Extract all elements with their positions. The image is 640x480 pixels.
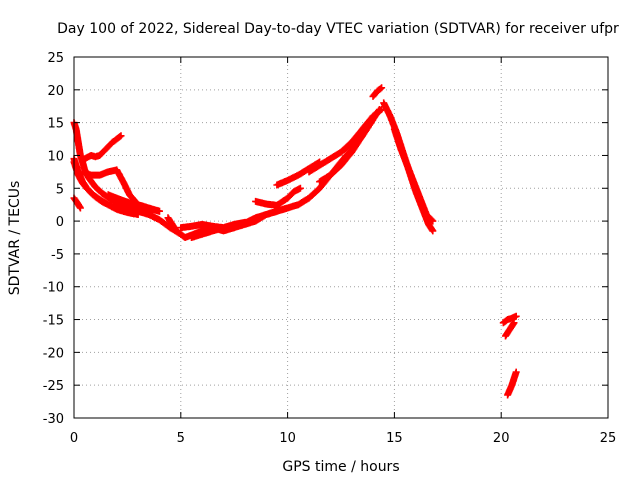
series-arc-19 xyxy=(502,319,518,340)
y-tick-label: -20 xyxy=(43,346,64,361)
series-markers xyxy=(499,312,520,327)
series-arc-12 xyxy=(273,158,324,189)
plot-border xyxy=(73,56,609,419)
x-tick-label: 15 xyxy=(386,431,403,446)
series-arc-17 xyxy=(390,125,437,225)
series-markers xyxy=(390,125,437,225)
series-markers xyxy=(252,184,304,209)
y-tick-label: 20 xyxy=(47,84,64,99)
chart-title: Day 100 of 2022, Sidereal Day-to-day VTE… xyxy=(57,21,619,37)
x-tick-label: 25 xyxy=(600,431,617,446)
x-tick-label: 5 xyxy=(177,431,185,446)
series-arc-11 xyxy=(252,184,304,209)
y-tick-label: -10 xyxy=(43,281,64,296)
series-markers xyxy=(504,368,520,399)
y-tick-label: 10 xyxy=(47,149,64,164)
series-markers xyxy=(502,319,518,340)
series-arc-14 xyxy=(305,106,386,176)
series-arc-15 xyxy=(369,84,386,100)
series-markers xyxy=(70,194,84,212)
series-arc-4 xyxy=(70,194,84,212)
series-arc-18 xyxy=(499,312,520,327)
y-tick-label: -25 xyxy=(43,379,64,394)
y-tick-label: 25 xyxy=(47,51,64,66)
series-markers xyxy=(273,158,324,189)
x-axis-label: GPS time / hours xyxy=(282,459,399,475)
series-arc-10 xyxy=(188,218,249,241)
y-tick-label: -30 xyxy=(43,412,64,427)
y-tick-label: 5 xyxy=(56,182,64,197)
series-markers xyxy=(188,218,249,241)
series-markers xyxy=(369,84,386,100)
grid xyxy=(74,57,608,418)
series-arc-20 xyxy=(504,368,520,399)
y-axis-label: SDTVAR / TECUs xyxy=(7,181,23,296)
x-tick-label: 20 xyxy=(493,431,510,446)
y-tick-label: 15 xyxy=(47,117,64,132)
series-markers xyxy=(104,191,163,215)
y-tick-label: -15 xyxy=(43,314,64,329)
data-points xyxy=(70,84,520,399)
series-arc-5 xyxy=(81,132,125,163)
series-arc-7 xyxy=(104,191,163,215)
x-tick-label: 10 xyxy=(279,431,296,446)
series-markers xyxy=(81,132,125,163)
series-markers xyxy=(305,106,386,176)
y-tick-label: -5 xyxy=(51,248,64,263)
y-tick-label: 0 xyxy=(56,215,64,230)
axis-ticks: 0 5 10 15 20 25 25 20 15 10 5 0 -5 -10 -15 -20 -25 -30 xyxy=(43,51,617,446)
x-tick-label: 0 xyxy=(70,431,78,446)
